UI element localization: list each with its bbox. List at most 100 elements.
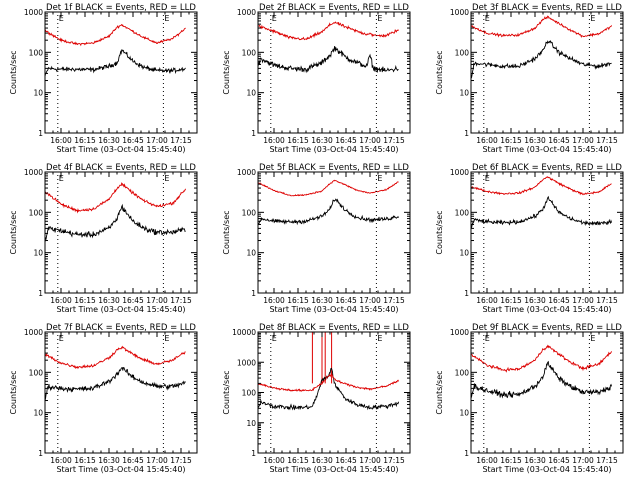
plot-frame bbox=[257, 331, 411, 454]
x-tick-label: 16:30 bbox=[98, 296, 120, 305]
y-axis-label: Counts/sec bbox=[435, 370, 444, 414]
lld-series-line bbox=[471, 344, 612, 373]
y-tick-label: 1000 bbox=[237, 168, 256, 177]
events-series-line bbox=[45, 203, 186, 243]
plot-area bbox=[258, 179, 399, 226]
x-tick-label: 17:00 bbox=[572, 136, 594, 145]
plot-area bbox=[258, 21, 399, 74]
x-tick-label: 17:00 bbox=[572, 296, 594, 305]
events-series-line bbox=[258, 46, 399, 74]
plot-frame bbox=[257, 171, 411, 294]
events-series-line bbox=[258, 198, 399, 226]
x-tick-label: 16:30 bbox=[311, 296, 333, 305]
events-series-line bbox=[471, 40, 612, 79]
lld-series-line bbox=[45, 23, 186, 47]
y-tick-label: 1 bbox=[464, 129, 469, 138]
marker-e-label: E bbox=[485, 14, 490, 23]
marker-e-label: E bbox=[59, 174, 64, 183]
y-axis-label: Counts/sec bbox=[9, 210, 18, 254]
x-tick-label: 16:45 bbox=[122, 456, 144, 465]
y-tick-label: 1000 bbox=[450, 328, 469, 337]
y-tick-label: 1000 bbox=[450, 168, 469, 177]
plot-area bbox=[45, 23, 186, 77]
x-tick-label: 16:00 bbox=[476, 456, 498, 465]
x-axis-label: Start Time (03-Oct-04 15:45:40) bbox=[56, 305, 185, 314]
x-axis-label: Start Time (03-Oct-04 15:45:40) bbox=[56, 145, 185, 154]
marker-e-label: E bbox=[59, 14, 64, 23]
x-tick-label: 16:00 bbox=[50, 136, 72, 145]
x-tick-label: 16:45 bbox=[122, 296, 144, 305]
lld-series-line bbox=[471, 175, 612, 196]
y-axis-label: Counts/sec bbox=[222, 370, 231, 414]
y-axis-label: Counts/sec bbox=[435, 50, 444, 94]
lld-series-line bbox=[45, 182, 187, 214]
panel-title: Det 8f BLACK = Events, RED = LLD bbox=[259, 323, 409, 333]
marker-e-label: E bbox=[164, 174, 169, 183]
x-tick-label: 17:00 bbox=[146, 456, 168, 465]
marker-e-label: E bbox=[164, 14, 169, 23]
x-tick-label: 17:15 bbox=[170, 296, 192, 305]
panel-title: Det 2f BLACK = Events, RED = LLD bbox=[259, 3, 409, 13]
panel-title: Det 9f BLACK = Events, RED = LLD bbox=[472, 323, 622, 333]
x-tick-label: 16:00 bbox=[476, 296, 498, 305]
x-tick-label: 16:15 bbox=[74, 296, 96, 305]
marker-e-label: E bbox=[590, 14, 595, 23]
plot-area bbox=[471, 15, 612, 79]
lld-series-line bbox=[45, 345, 186, 370]
x-tick-label: 16:00 bbox=[263, 136, 285, 145]
y-tick-label: 10 bbox=[246, 249, 256, 258]
marker-e-label: E bbox=[272, 14, 277, 23]
y-tick-label: 1 bbox=[251, 449, 256, 458]
y-tick-label: 100 bbox=[455, 48, 470, 57]
events-series-line bbox=[471, 360, 613, 399]
events-series-line bbox=[45, 49, 186, 77]
x-tick-label: 16:30 bbox=[524, 136, 546, 145]
x-tick-label: 17:00 bbox=[359, 296, 381, 305]
plot-area bbox=[471, 344, 613, 399]
plot-frame bbox=[257, 11, 411, 134]
x-tick-label: 16:15 bbox=[500, 296, 522, 305]
y-tick-label: 100 bbox=[242, 48, 257, 57]
y-tick-label: 1000 bbox=[24, 328, 43, 337]
x-tick-label: 17:00 bbox=[146, 296, 168, 305]
y-tick-label: 100 bbox=[455, 208, 470, 217]
marker-e-label: E bbox=[59, 334, 64, 343]
plot-area bbox=[45, 345, 186, 402]
x-tick-label: 17:00 bbox=[146, 136, 168, 145]
x-tick-label: 16:15 bbox=[500, 456, 522, 465]
x-tick-label: 16:00 bbox=[476, 136, 498, 145]
panel-title: Det 4f BLACK = Events, RED = LLD bbox=[46, 163, 196, 173]
events-series-line bbox=[45, 367, 186, 402]
plot-area bbox=[258, 332, 400, 411]
x-tick-label: 16:00 bbox=[263, 296, 285, 305]
y-tick-label: 100 bbox=[242, 208, 257, 217]
plot-area bbox=[471, 175, 613, 229]
y-tick-label: 1 bbox=[38, 449, 43, 458]
x-tick-label: 16:45 bbox=[548, 456, 570, 465]
x-tick-label: 16:45 bbox=[335, 456, 357, 465]
lld-series-line bbox=[258, 179, 399, 197]
x-tick-label: 16:00 bbox=[50, 296, 72, 305]
plot-frame bbox=[470, 171, 624, 294]
marker-e-label: E bbox=[590, 334, 595, 343]
x-tick-label: 16:30 bbox=[524, 456, 546, 465]
y-tick-label: 1 bbox=[38, 289, 43, 298]
y-tick-label: 10 bbox=[246, 419, 256, 428]
y-tick-label: 100 bbox=[29, 48, 44, 57]
y-tick-label: 10 bbox=[33, 249, 43, 258]
lld-series-line bbox=[258, 373, 399, 392]
plot-frame bbox=[44, 171, 198, 294]
x-axis-label: Start Time (03-Oct-04 15:45:40) bbox=[269, 305, 398, 314]
y-tick-label: 1 bbox=[464, 449, 469, 458]
plot-frame bbox=[470, 11, 624, 134]
x-axis-label: Start Time (03-Oct-04 15:45:40) bbox=[269, 465, 398, 474]
panel-title: Det 3f BLACK = Events, RED = LLD bbox=[472, 3, 622, 13]
x-axis-label: Start Time (03-Oct-04 15:45:40) bbox=[482, 145, 611, 154]
x-tick-label: 16:00 bbox=[263, 456, 285, 465]
x-tick-label: 16:30 bbox=[98, 456, 120, 465]
